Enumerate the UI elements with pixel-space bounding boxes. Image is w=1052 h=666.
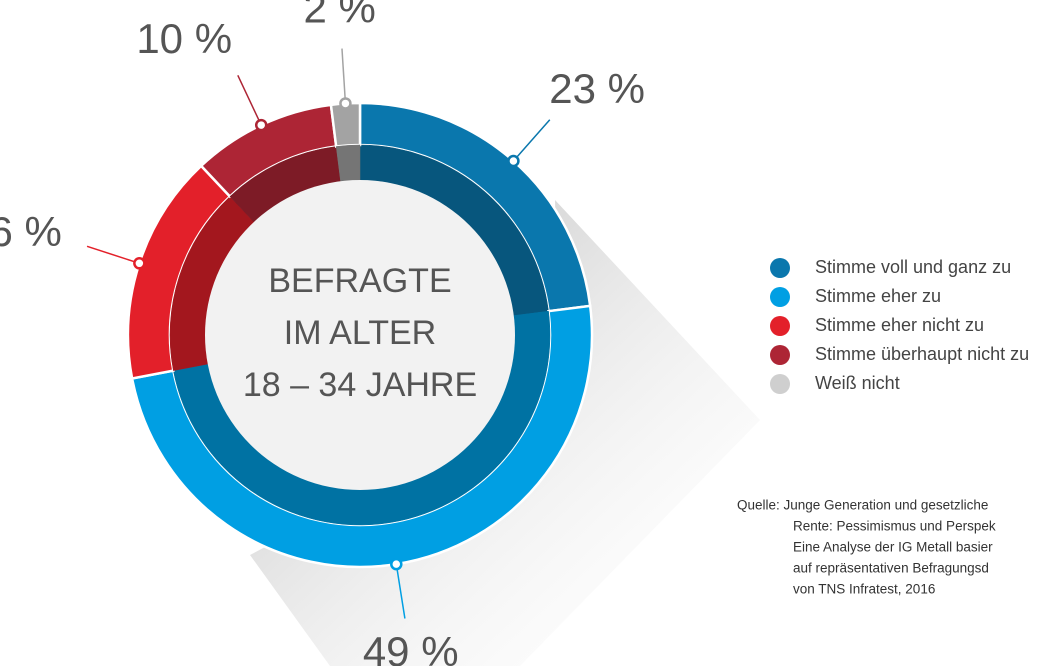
leader-dot (507, 154, 520, 168)
value-label: 2 % (303, 0, 375, 32)
value-label: 10 % (136, 15, 232, 62)
legend-swatch (770, 316, 790, 336)
leader-line (512, 119, 551, 162)
leader-dot (254, 118, 268, 132)
source-line: Rente: Pessimismus und Perspek (793, 519, 996, 534)
donut-hole (205, 180, 515, 490)
slice-labels: 23 % 49 % 16 % 10 % 2 % (0, 0, 645, 666)
source-line: auf repräsentativen Befragungsd (793, 561, 989, 576)
center-text: IM ALTER (284, 314, 436, 352)
source-line: von TNS Infratest, 2016 (793, 582, 935, 597)
legend-label: Stimme voll und ganz zu (815, 257, 1011, 277)
center-text: BEFRAGTE (268, 262, 451, 300)
center-label: BEFRAGTE IM ALTER 18 – 34 JAHRE (243, 262, 477, 404)
value-label: 16 % (0, 208, 62, 255)
value-label: 23 % (549, 65, 645, 112)
legend-swatch (770, 374, 790, 394)
source-note: Quelle: Junge Generation und gesetzliche… (737, 498, 996, 597)
legend-label: Stimme überhaupt nicht zu (815, 344, 1029, 364)
source-line: Quelle: Junge Generation und gesetzliche (737, 498, 988, 513)
legend-label: Weiß nicht (815, 373, 900, 393)
legend: Stimme voll und ganz zu Stimme eher zu Sti… (770, 257, 1029, 394)
legend-swatch (770, 345, 790, 365)
leader-line (341, 48, 347, 104)
source-line: Eine Analyse der IG Metall basier (793, 540, 993, 555)
legend-swatch (770, 258, 790, 278)
leader-dot (339, 97, 352, 110)
legend-label: Stimme eher nicht zu (815, 315, 984, 335)
value-label: 49 % (363, 628, 459, 666)
leader-dot (390, 557, 403, 571)
leader-line (237, 74, 262, 126)
leader-line (86, 245, 140, 265)
legend-label: Stimme eher zu (815, 286, 941, 306)
center-text: 18 – 34 JAHRE (243, 366, 477, 404)
leader-line (395, 564, 406, 619)
legend-swatch (770, 287, 790, 307)
leader-dot (133, 257, 146, 270)
